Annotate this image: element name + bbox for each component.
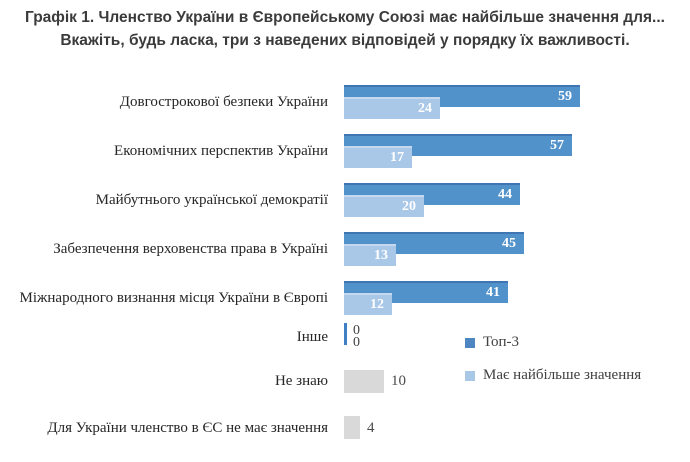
chart-title-line2: Вкажіть, будь ласка, три з наведених від…	[60, 32, 630, 49]
chart-row: Інше 0 0	[0, 323, 690, 351]
bar-most-important: 24	[344, 97, 440, 119]
category-label: Не знаю	[274, 373, 328, 389]
legend-item-most-important: Має найбільше значення	[465, 366, 641, 385]
value-label: 0	[353, 323, 360, 338]
chart-row: Не знаю 10	[0, 370, 690, 393]
bars-area: 57 17	[344, 134, 690, 168]
value-label: 57	[550, 138, 564, 153]
value-label: 45	[502, 236, 516, 251]
bar-most-important: 13	[344, 244, 396, 266]
category-label: Для України членство в ЄС не має значенн…	[47, 419, 328, 436]
value-label: 17	[390, 150, 404, 165]
chart-row: Міжнародного визнання місця України в Єв…	[0, 281, 690, 315]
chart-row: Для України членство в ЄС не має значенн…	[0, 416, 690, 440]
category-label: Забезпечення верховенства права в Україн…	[53, 240, 328, 257]
bar-gray	[344, 370, 384, 393]
bars-area: 59 24	[344, 85, 690, 119]
bar-most-important: 20	[344, 195, 424, 217]
bar-most-important: 12	[344, 293, 392, 315]
category-label: Довгострокової безпеки України	[119, 93, 328, 110]
bars-area: 41 12	[344, 281, 690, 315]
legend-item-top3: Топ-3	[465, 333, 641, 352]
value-label: 4	[367, 419, 375, 436]
chart-title-line1: Графік 1. Членство України в Європейсько…	[25, 9, 665, 26]
legend-label-most-important: Має найбільше значення	[483, 367, 642, 383]
chart-row: Довгострокової безпеки України 59 24	[0, 85, 690, 119]
bars-area: 4	[344, 416, 690, 440]
value-label: 20	[402, 199, 416, 214]
value-label: 44	[498, 187, 512, 202]
chart-title: Графік 1. Членство України в Європейсько…	[0, 6, 690, 52]
bar-most-important: 17	[344, 146, 412, 168]
legend-swatch-most-important-icon	[465, 370, 475, 381]
category-label: Економічних перспектив України	[114, 142, 328, 159]
category-label: Інше	[296, 328, 328, 345]
category-label: Міжнародного визнання місця України в Єв…	[19, 289, 328, 306]
value-label: 13	[374, 248, 388, 263]
chart-row: Майбутнього української демократії 44 20	[0, 183, 690, 217]
legend: Топ-3 Має найбільше значення	[465, 333, 641, 399]
chart-row: Економічних перспектив України 57 17	[0, 134, 690, 168]
value-label: 12	[370, 297, 384, 312]
value-label: 10	[391, 373, 406, 389]
value-label: 41	[486, 285, 500, 300]
category-label: Майбутнього української демократії	[95, 191, 328, 208]
value-label: 59	[558, 89, 572, 104]
bars-area: 10	[344, 370, 690, 393]
bar-gray	[344, 416, 360, 439]
value-label: 0	[353, 335, 360, 350]
chart-row: Забезпечення верховенства права в Україн…	[0, 232, 690, 266]
legend-label-top3: Топ-3	[483, 334, 520, 350]
legend-swatch-top3-icon	[465, 337, 475, 348]
value-label: 24	[418, 101, 432, 116]
zero-tick	[344, 323, 347, 345]
bars-area: 44 20	[344, 183, 690, 217]
bars-area: 45 13	[344, 232, 690, 266]
